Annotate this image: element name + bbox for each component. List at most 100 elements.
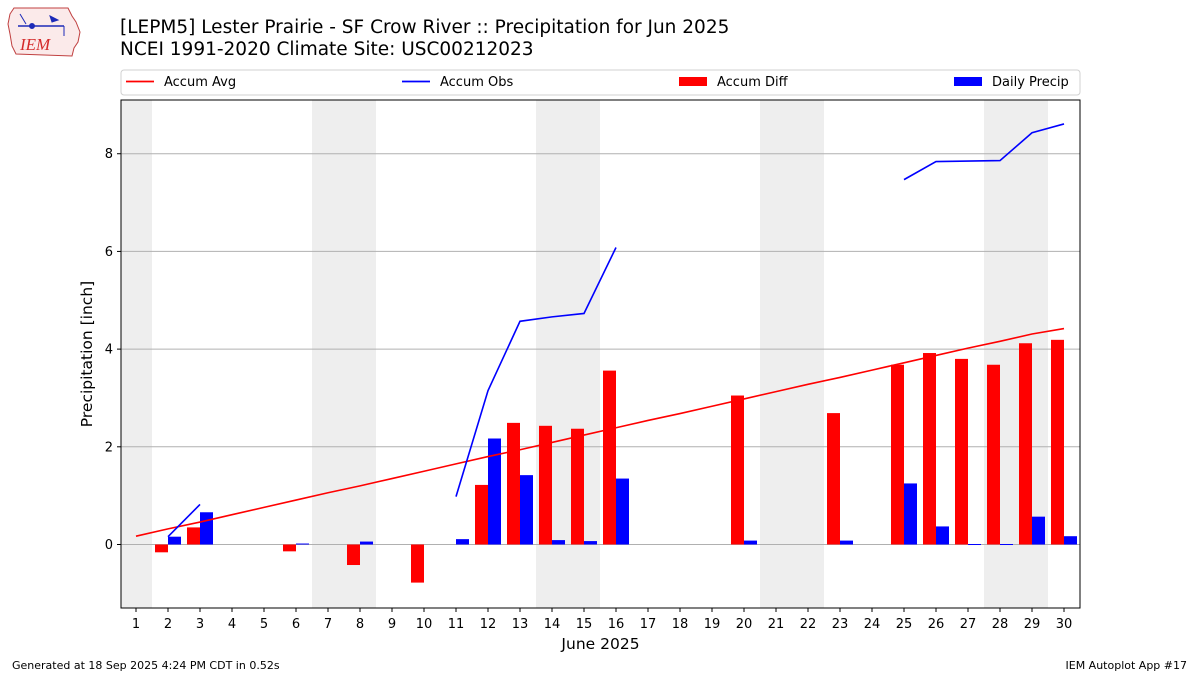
accum-diff-bar: [923, 353, 936, 545]
weekend-band: [760, 100, 792, 608]
accum-diff-bar: [571, 428, 584, 545]
daily-precip-bar: [616, 478, 629, 545]
accum-diff-bar: [1051, 339, 1064, 545]
x-tick-label: 14: [544, 617, 561, 632]
daily-precip-bar: [904, 483, 917, 545]
accum-diff-bar: [539, 425, 552, 545]
accum-diff-bar: [507, 422, 520, 545]
daily-precip-bar: [1032, 516, 1045, 545]
weather-station-icon: [18, 13, 65, 36]
accum-diff-bar: [891, 364, 904, 545]
legend-swatch-daily-precip: [954, 77, 982, 86]
legend-label-accum-avg: Accum Avg: [164, 75, 236, 90]
x-tick-label: 11: [448, 617, 465, 632]
accum-diff-bar: [731, 395, 744, 545]
daily-precip-bar: [936, 526, 949, 545]
x-tick-label: 29: [1024, 617, 1041, 632]
accum-diff-bar: [155, 544, 168, 553]
daily-precip-bar: [520, 475, 533, 545]
x-tick-label: 7: [324, 617, 332, 632]
x-tick-label: 27: [960, 617, 977, 632]
x-tick-label: 4: [228, 617, 236, 632]
daily-precip-bar: [296, 543, 309, 545]
weekend-band: [312, 100, 344, 608]
iowa-state-outline: [7, 7, 81, 57]
x-tick-label: 8: [356, 617, 364, 632]
x-tick-label: 10: [416, 617, 433, 632]
x-tick-label: 3: [196, 617, 204, 632]
legend-label-accum-obs: Accum Obs: [440, 75, 513, 90]
y-tick-label: 0: [105, 538, 113, 553]
x-tick-label: 15: [576, 617, 593, 632]
y-tick-label: 4: [105, 343, 113, 358]
weekend-band: [121, 100, 152, 608]
accum-diff-bar: [475, 484, 488, 545]
y-axis-label: Precipitation [inch]: [78, 281, 96, 427]
accum-avg-line: [135, 327, 1065, 537]
x-tick-label: 6: [292, 617, 300, 632]
chart-title-block: [LEPM5] Lester Prairie - SF Crow River :…: [120, 17, 729, 61]
x-tick-label: 9: [388, 617, 396, 632]
iem-logo: IEM: [7, 7, 81, 57]
daily-precip-bar: [744, 540, 757, 545]
accum-diff-bar: [1019, 343, 1032, 545]
y-tick-label: 2: [105, 440, 113, 455]
plot-frame: [120, 99, 1081, 609]
y-tick-label: 6: [105, 245, 113, 260]
x-tick-label: 28: [992, 617, 1009, 632]
accum-diff-bar: [347, 544, 360, 566]
x-tick-label: 18: [672, 617, 689, 632]
daily-precip-bar: [1064, 536, 1077, 545]
daily-precip-bar: [584, 541, 597, 545]
accum-obs-line: [167, 503, 201, 538]
x-tick-label: 30: [1056, 617, 1073, 632]
daily-precip-bar: [488, 438, 501, 545]
accum-obs-line: [455, 247, 617, 497]
x-axis-label: June 2025: [560, 635, 639, 653]
daily-precip-bar: [840, 540, 853, 545]
chart-subtitle: NCEI 1991-2020 Climate Site: USC00212023: [120, 39, 534, 60]
legend-label-daily-precip: Daily Precip: [992, 75, 1069, 90]
x-tick-label: 5: [260, 617, 268, 632]
x-tick-label: 25: [896, 617, 913, 632]
accum-diff-bar: [827, 413, 840, 545]
legend-box: [120, 69, 1081, 96]
generated-timestamp: Generated at 18 Sep 2025 4:24 PM CDT in …: [12, 659, 280, 672]
x-tick-label: 12: [480, 617, 497, 632]
logo-text: IEM: [19, 35, 51, 54]
daily-precip-bar: [1000, 544, 1013, 546]
daily-precip-bar: [552, 540, 565, 545]
accum-diff-bar: [411, 544, 424, 583]
x-tick-label: 19: [704, 617, 721, 632]
x-tick-label: 2: [164, 617, 172, 632]
x-tick-label: 23: [832, 617, 849, 632]
daily-precip-bar: [456, 539, 469, 545]
accum-diff-bar: [603, 370, 616, 545]
daily-precip-bar: [168, 536, 181, 545]
x-tick-label: 17: [640, 617, 657, 632]
x-tick-label: 16: [608, 617, 625, 632]
daily-precip-bar: [968, 544, 981, 546]
legend-label-accum-diff: Accum Diff: [717, 75, 789, 90]
accum-diff-bar: [283, 544, 296, 552]
daily-precip-bar: [200, 512, 213, 545]
x-tick-label: 26: [928, 617, 945, 632]
accum-obs-line: [903, 123, 1065, 181]
app-credit: IEM Autoplot App #17: [1065, 659, 1188, 672]
accum-diff-bar: [187, 527, 200, 545]
daily-precip-bar: [360, 541, 373, 545]
x-tick-label: 13: [512, 617, 529, 632]
x-tick-label: 1: [132, 617, 140, 632]
x-tick-label: 24: [864, 617, 881, 632]
chart-title: [LEPM5] Lester Prairie - SF Crow River :…: [120, 17, 730, 38]
weekend-band: [344, 100, 376, 608]
x-tick-label: 22: [800, 617, 817, 632]
legend-swatch-accum-diff: [679, 77, 707, 86]
y-tick-label: 8: [105, 147, 113, 162]
weekend-band: [792, 100, 824, 608]
accum-diff-bar: [955, 358, 968, 545]
x-tick-label: 20: [736, 617, 753, 632]
x-tick-label: 21: [768, 617, 785, 632]
accum-diff-bar: [987, 364, 1000, 545]
